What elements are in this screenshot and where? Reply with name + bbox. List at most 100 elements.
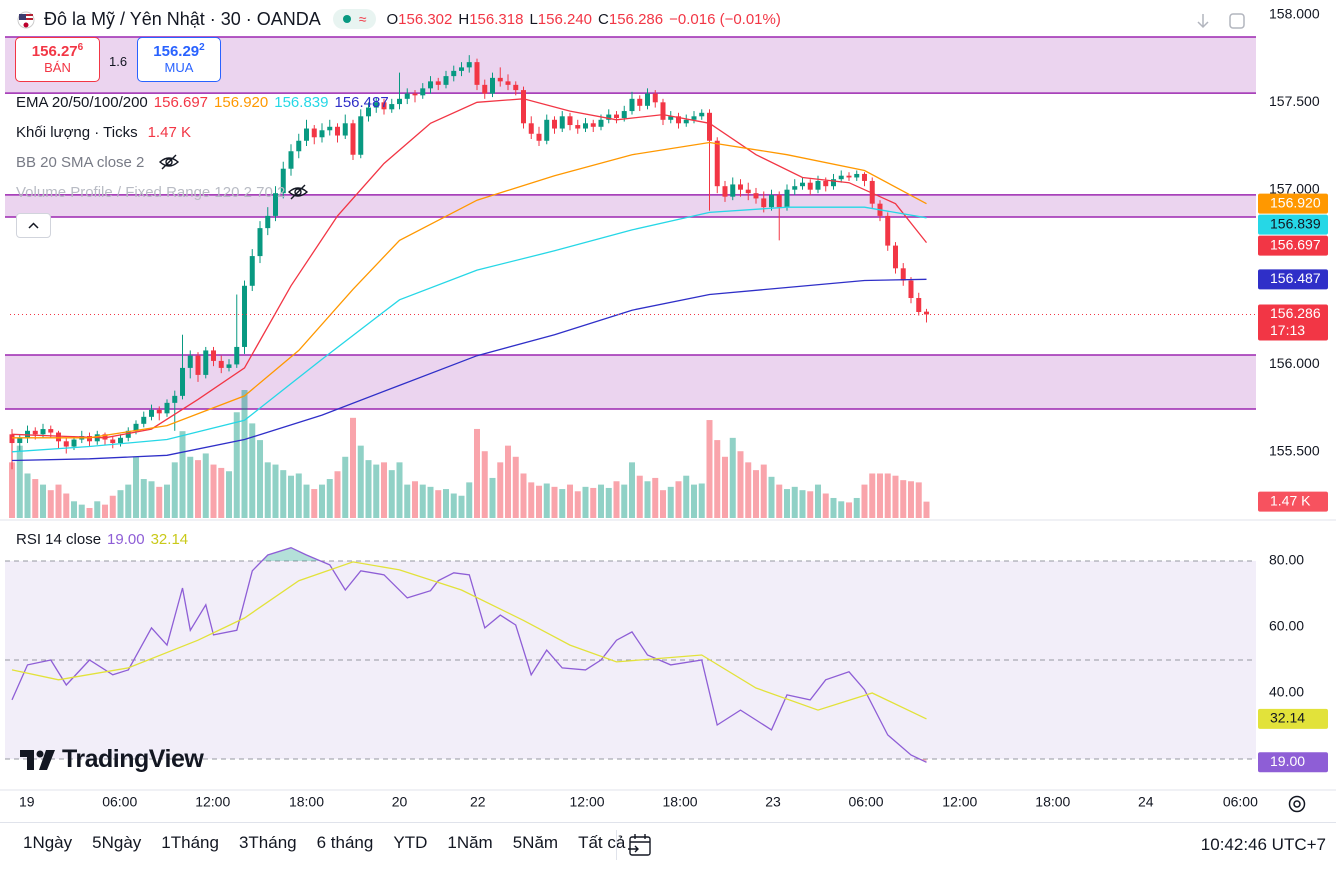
range-button[interactable]: 1Tháng <box>161 833 219 852</box>
calendar-icon[interactable] <box>627 833 653 857</box>
candle-body <box>722 186 728 197</box>
range-button[interactable]: 1Ngày <box>23 833 73 852</box>
candle-body <box>366 107 372 117</box>
volume-bar <box>334 471 341 518</box>
volume-bar <box>760 464 767 518</box>
hidden-icon[interactable] <box>287 183 309 201</box>
download-icon[interactable] <box>1197 14 1209 29</box>
rsi-legend[interactable]: RSI 14 close 19.00 32.14 <box>16 531 188 548</box>
volume-bar <box>520 473 527 518</box>
candle-body <box>397 98 403 105</box>
volume-bar <box>497 462 504 518</box>
range-button[interactable]: 6 tháng <box>316 833 374 852</box>
buy-label: MUA <box>164 60 194 75</box>
legend-title: Volume Profile / Fixed Range 120 2 70 2 <box>16 183 286 201</box>
buy-button[interactable]: 156.292 MUA <box>137 37 221 82</box>
range-button[interactable]: 5Năm <box>512 833 559 852</box>
vp-legend[interactable]: Volume Profile / Fixed Range 120 2 70 2 <box>16 183 309 201</box>
y-tick-label: 60.00 <box>1269 618 1304 634</box>
range-button[interactable]: YTD <box>393 833 428 852</box>
volume-bar <box>125 484 132 518</box>
volume-bar <box>396 462 403 518</box>
candle-body <box>745 189 751 194</box>
volume-bar <box>838 501 845 518</box>
sell-price: 156.27 <box>31 43 78 60</box>
volume-bar <box>675 481 682 518</box>
ema-legend[interactable]: EMA 20/50/100/200 156.697 156.920 156.83… <box>16 94 389 111</box>
candle-body <box>559 116 565 129</box>
candle-body <box>211 350 217 361</box>
volume-bar <box>528 482 535 518</box>
price-badge <box>1258 235 1328 256</box>
candle-body <box>908 280 914 299</box>
volume-bar <box>249 423 256 518</box>
volume-bar <box>474 428 481 518</box>
candle-body <box>520 90 526 124</box>
volume-bar <box>357 445 364 518</box>
candle-body <box>675 116 681 124</box>
candle-body <box>737 184 743 190</box>
candle-body <box>9 434 15 444</box>
badge-label: 156.286 <box>1270 305 1321 321</box>
volume-bar <box>187 456 194 518</box>
range-bar: 1Ngày 5Ngày 1Tháng 3Tháng 6 tháng YTD 1Năm 5Năm… <box>13 833 635 853</box>
maximize-icon[interactable] <box>1229 13 1245 29</box>
candle-body <box>799 182 805 187</box>
sell-button[interactable]: 156.276 BÁN <box>15 37 100 82</box>
legend-title: BB 20 SMA close 2 <box>16 153 145 171</box>
volume-bar <box>876 473 883 518</box>
symbol-title[interactable]: Đô la Mỹ / Yên Nhật · 30 · OANDA <box>44 8 321 29</box>
ema-line <box>11 98 928 439</box>
volume-bar <box>443 489 450 518</box>
candle-body <box>854 173 860 178</box>
volume-bar <box>582 486 589 518</box>
settings-icon[interactable] <box>1286 793 1308 815</box>
x-tick-label: 12:00 <box>570 794 605 810</box>
legend-value: 156.839 <box>274 94 329 111</box>
hidden-icon[interactable] <box>158 153 180 171</box>
volume-bar <box>729 437 736 518</box>
badge-label: 156.839 <box>1270 215 1321 231</box>
candle-body <box>389 104 395 110</box>
volume-bar <box>311 489 318 518</box>
volume-bar <box>621 484 628 518</box>
status-icon: ≈ <box>358 11 367 27</box>
y-tick-label: 155.500 <box>1269 442 1320 458</box>
market-status[interactable]: ≈ <box>332 9 377 29</box>
volume-bar <box>721 456 728 518</box>
range-button[interactable]: 3Tháng <box>238 833 297 852</box>
collapse-button[interactable] <box>16 213 51 238</box>
volume-bar <box>814 484 821 518</box>
price-badge <box>1258 491 1328 512</box>
ema-line <box>11 278 927 462</box>
x-tick-label: 12:00 <box>195 794 230 810</box>
volume-bar <box>869 473 876 518</box>
candle-body <box>296 140 302 152</box>
volume-bar <box>156 486 163 518</box>
volume-bar <box>16 445 23 518</box>
x-tick-label: 18:00 <box>289 794 324 810</box>
candle-body <box>621 111 627 119</box>
volume-bar <box>195 460 202 518</box>
volume-legend[interactable]: Khối lượng · Ticks 1.47 K <box>16 124 191 141</box>
candle-body <box>118 437 124 444</box>
range-button[interactable]: 1Năm <box>447 833 493 852</box>
volume-bar <box>303 484 310 518</box>
clock[interactable]: 10:42:46 UTC+7 <box>1200 835 1326 854</box>
volume-bar <box>853 497 860 518</box>
ohlc-value: 156.286 <box>608 10 664 28</box>
logo[interactable]: TradingView <box>20 745 204 774</box>
range-button[interactable]: 5Ngày <box>92 833 142 852</box>
ohlc-key: L <box>529 10 538 28</box>
bb-legend[interactable]: BB 20 SMA close 2 <box>16 153 180 171</box>
candle-body <box>203 350 209 375</box>
candle-body <box>381 102 387 110</box>
candle-body <box>420 88 426 96</box>
volume-bar <box>47 490 54 518</box>
range-button[interactable]: Tất cả <box>578 833 626 852</box>
candle-body <box>102 434 108 440</box>
rsi-line <box>11 547 927 763</box>
rsi-line <box>11 561 927 720</box>
volume-bar <box>288 475 295 518</box>
